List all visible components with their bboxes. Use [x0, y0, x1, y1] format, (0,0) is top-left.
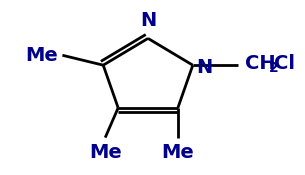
Text: 2: 2 [268, 61, 278, 75]
Text: Me: Me [162, 143, 194, 162]
Text: N: N [196, 58, 212, 77]
Text: Me: Me [26, 46, 59, 65]
Text: Cl: Cl [274, 54, 296, 73]
Text: N: N [140, 11, 156, 30]
Text: CH: CH [245, 54, 275, 73]
Text: Me: Me [89, 143, 122, 162]
